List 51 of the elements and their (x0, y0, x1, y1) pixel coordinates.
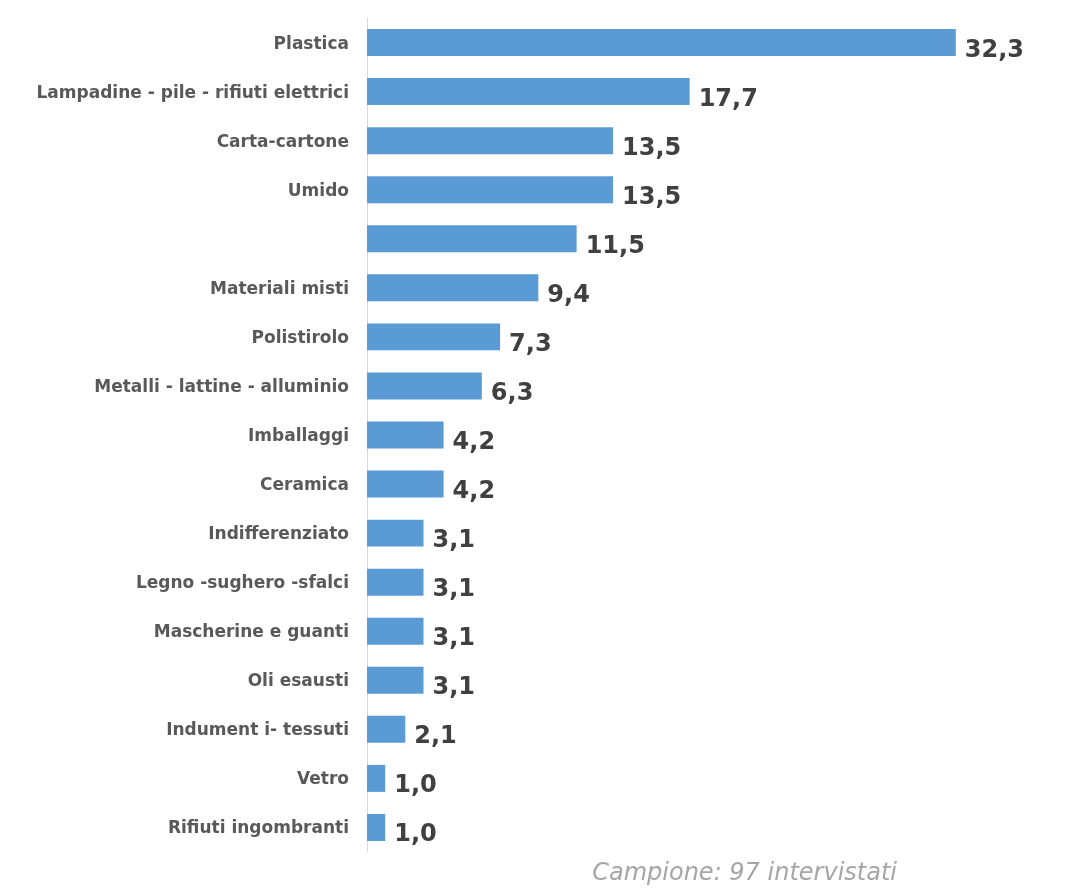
data-label: 17,7 (698, 83, 758, 112)
bar (367, 666, 424, 694)
y-tick-label: Materiali misti (210, 277, 349, 298)
bar (367, 519, 424, 547)
data-label: 2,1 (414, 721, 457, 750)
y-tick-label: Rifiuti ingombranti (167, 817, 349, 838)
y-tick-label: Metalli - lattine - alluminio (94, 375, 349, 396)
y-tick-label: Ceramica (260, 474, 349, 495)
data-label: 1,0 (394, 770, 437, 799)
data-label: 9,4 (547, 279, 590, 308)
y-tick-label: Carta-cartone (216, 130, 349, 151)
bar (367, 274, 539, 302)
bar (367, 372, 482, 400)
y-tick-label: Plastica (273, 32, 349, 53)
bar (367, 764, 386, 792)
data-label: 3,1 (432, 525, 476, 554)
y-tick-label: Indument i- tessuti (166, 719, 349, 740)
data-label: 4,2 (452, 476, 496, 505)
bar (367, 176, 614, 204)
data-label: 1,0 (394, 819, 437, 848)
data-label: 7,3 (509, 328, 552, 357)
y-tick-label: Imballaggi (248, 425, 349, 445)
bar (367, 568, 424, 596)
bar (367, 29, 956, 57)
y-tick-label: Mascherine e guanti (153, 621, 349, 642)
data-label: 13,5 (622, 181, 682, 210)
bar (367, 127, 614, 155)
data-label: 3,1 (432, 672, 476, 701)
data-label: 11,5 (585, 230, 645, 259)
data-label: 32,3 (964, 34, 1024, 63)
y-tick-label: Umido (287, 179, 349, 200)
bar (367, 470, 444, 498)
bar (367, 323, 501, 351)
y-tick-label: Polistirolo (251, 326, 349, 347)
y-tick-label: Indifferenziato (208, 523, 349, 544)
data-label: 6,3 (490, 377, 534, 406)
bar (367, 813, 386, 841)
y-tick-label: Legno -sughero -sfalci (135, 572, 349, 593)
bar (367, 421, 444, 449)
data-label: 13,5 (622, 132, 682, 161)
data-label: 3,1 (432, 623, 476, 652)
data-label: 4,2 (452, 427, 496, 455)
bar (367, 715, 406, 743)
text: Campione: 97 intervistati (592, 858, 898, 886)
bar (367, 617, 424, 645)
bar (367, 78, 690, 106)
y-tick-label: Oli esausti (247, 670, 349, 691)
y-tick-label: Lampadine - pile - rifiuti elettrici (36, 81, 349, 102)
bar (367, 225, 577, 253)
y-tick-label: Vetro (297, 768, 349, 789)
data-label: 3,1 (432, 574, 476, 603)
